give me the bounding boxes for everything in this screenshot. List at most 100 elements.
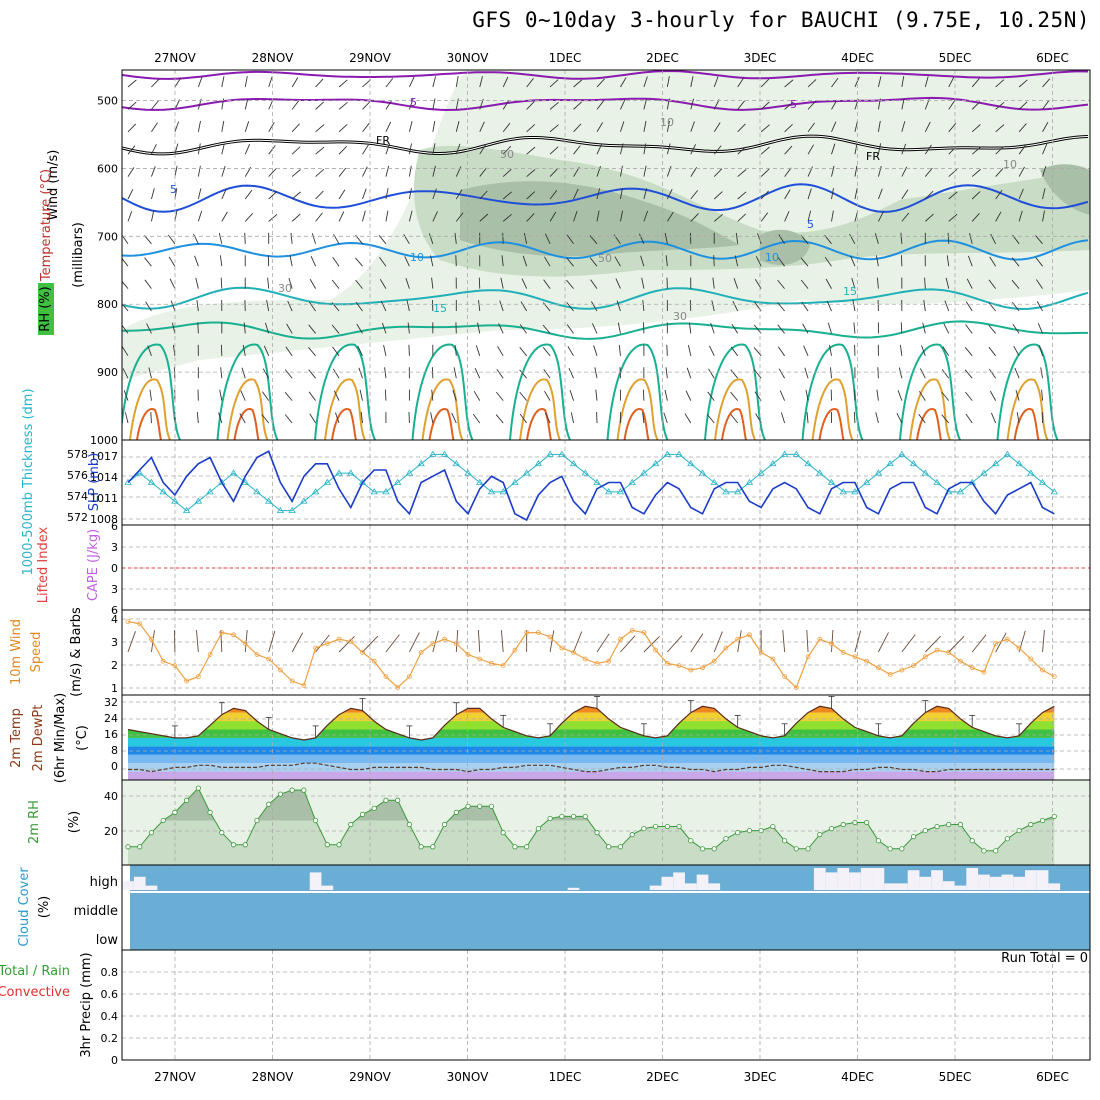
rh2m-point (641, 825, 647, 832)
wind-barb (542, 324, 551, 334)
wind-barb (995, 211, 1002, 222)
wind-barb (1018, 79, 1028, 88)
wind-speed-point (254, 652, 260, 657)
wind-barb (338, 189, 346, 200)
wind-speed-point (535, 630, 541, 635)
wind-barb (566, 234, 574, 245)
wind-barb (943, 323, 950, 334)
wind-barb (290, 232, 293, 244)
wind-barb (784, 101, 794, 110)
wind-barb (875, 412, 879, 424)
wind-barb (1018, 101, 1028, 110)
wind-barb (519, 324, 528, 334)
wind-barb (243, 322, 246, 334)
wind-barb (544, 233, 551, 244)
wind-barb (874, 233, 879, 244)
cloud-clear-bar (907, 870, 920, 890)
wind-barb (877, 211, 884, 222)
date-label-bottom: 29NOV (349, 1070, 391, 1084)
upper-air-plot-area (122, 70, 1090, 440)
rh2m-point (1028, 821, 1034, 828)
thickness-point (804, 459, 812, 467)
slp-tick-label: 1014 (90, 471, 118, 484)
thickness-point (405, 469, 414, 476)
stability-tick-label: 3 (111, 541, 118, 554)
wind-barb (498, 323, 504, 334)
wind-barb (385, 121, 392, 132)
rh2m-point (524, 844, 530, 850)
wind-barb (901, 121, 906, 132)
cloud-unit-label: (%) (37, 896, 52, 919)
wind-barb (965, 324, 973, 334)
wind-barb (521, 278, 528, 289)
wind-barb (264, 322, 270, 334)
wind-barb (620, 210, 624, 222)
date-label-bottom: 6DEC (1036, 1070, 1069, 1084)
precip-unit-label: 3hr Precip (mm) (79, 952, 94, 1057)
temp-contour-30 (233, 408, 260, 440)
wind-barb (1018, 210, 1023, 222)
rh2m-point (887, 846, 893, 852)
temp-contour-20 (704, 343, 766, 440)
wind-speed-point (700, 665, 705, 671)
wind-barb (308, 324, 316, 334)
wind-speed-point (993, 641, 999, 646)
wind-barb (779, 390, 786, 401)
rh2m-point (242, 842, 248, 848)
wind-label-2: Speed (29, 632, 44, 673)
wind-barb (268, 213, 278, 222)
temp-color-band (128, 771, 1055, 780)
wind-barb (948, 99, 956, 110)
wind-speed-point (442, 636, 447, 642)
wind-barb (737, 146, 747, 155)
wind-barb (1042, 100, 1050, 110)
rh2m-point (500, 830, 506, 836)
wind-barb (526, 146, 536, 155)
temp-contour-18 (122, 320, 1088, 340)
temp-contour-20 (606, 343, 669, 440)
thickness-point (898, 450, 906, 457)
wind-barb (1040, 367, 1043, 379)
temp-contour-10 (122, 239, 1089, 261)
thickness-point (640, 469, 648, 476)
wind-barb (965, 301, 973, 312)
wind-barb (918, 413, 926, 424)
wind-barb (830, 367, 832, 379)
stability-tick-label: 3 (111, 583, 118, 596)
wind-barb (638, 233, 645, 244)
temp-contour-15 (122, 286, 1089, 311)
wind-barb (901, 98, 905, 110)
wind-barb (596, 210, 600, 222)
wind-barb (495, 414, 504, 424)
thickness-point (722, 488, 730, 495)
wind-barb (383, 345, 387, 356)
thickness-point (382, 488, 390, 495)
temp-tick-label: 24 (104, 712, 118, 725)
wind-barb (362, 79, 372, 88)
wind10m-barb (1042, 630, 1045, 653)
wind-speed-point (477, 656, 483, 662)
wind-barb (901, 143, 907, 155)
wind-barb (711, 300, 715, 312)
wind-barb (876, 389, 879, 401)
cloud-clear-bar (122, 881, 134, 890)
thickness-point (206, 488, 214, 495)
cloud-clear-bar (1013, 876, 1025, 890)
wind-barb (573, 79, 583, 88)
wind-barb (544, 256, 551, 267)
thickness-point (464, 469, 472, 476)
temp-contour-20 (216, 343, 279, 440)
wind-barb (854, 188, 858, 200)
temp-tick-label: 0 (111, 760, 118, 773)
wind-speed-point (160, 658, 166, 664)
wind-barb (384, 389, 387, 401)
wind-barb (545, 412, 551, 424)
wind10m-barb (244, 630, 248, 653)
wind-speed-point (899, 667, 905, 673)
wind-barb (573, 123, 582, 133)
wind-barb (988, 302, 996, 312)
wind-frame (121, 609, 1091, 696)
wind-barb (995, 79, 1005, 88)
wind-barb (151, 78, 160, 88)
wind-barb (666, 120, 670, 132)
